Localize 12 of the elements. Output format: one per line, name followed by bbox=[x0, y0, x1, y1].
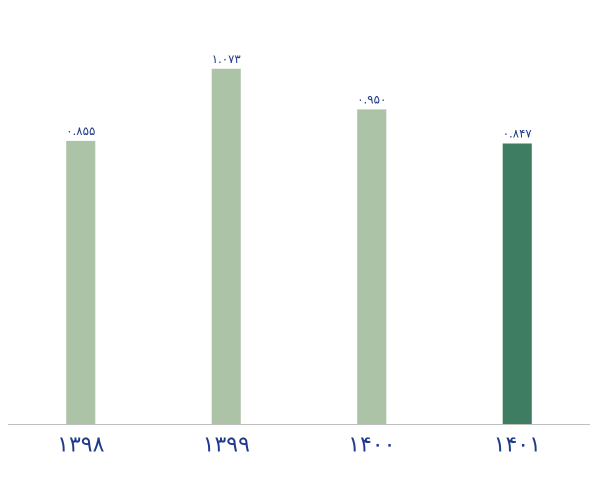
data-label: ۰.۸۴۷ bbox=[502, 126, 532, 141]
bar bbox=[212, 68, 241, 424]
x-tick-label: ۱۳۹۸ bbox=[57, 432, 105, 458]
data-label: ۱.۰۷۳ bbox=[212, 52, 241, 66]
data-label: ۰.۹۵۰ bbox=[357, 92, 386, 106]
bar bbox=[502, 144, 532, 424]
bar bbox=[357, 109, 386, 424]
x-tick-label: ۱۴۰۰ bbox=[348, 432, 396, 458]
x-tick-label: ۱۳۹۹ bbox=[202, 432, 250, 458]
data-label: ۰.۸۵۵ bbox=[66, 124, 96, 138]
bar bbox=[66, 140, 96, 424]
x-tick-label: ۱۴۰۱ bbox=[494, 432, 541, 458]
